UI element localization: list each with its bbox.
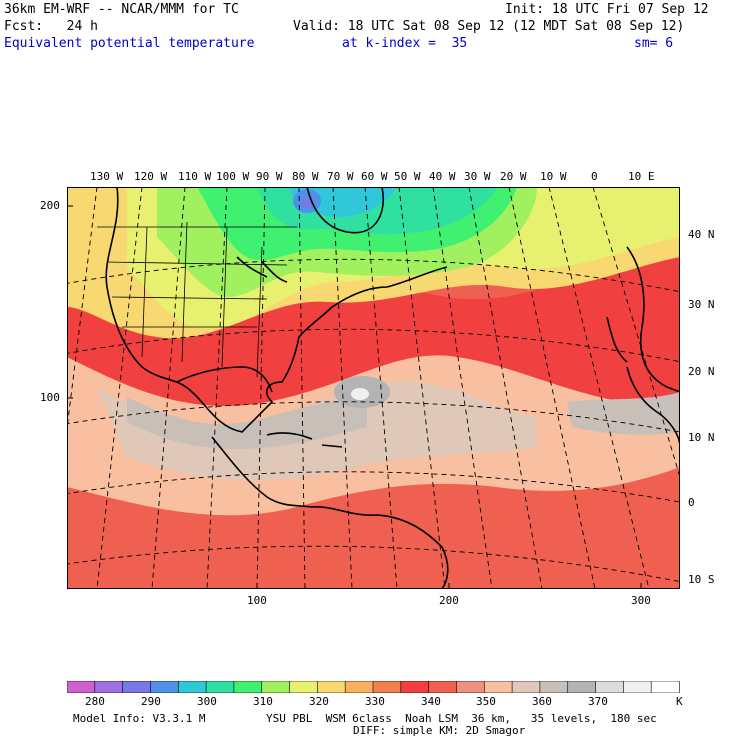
colorbar-swatch — [67, 681, 96, 693]
lon-label: 60 W — [361, 170, 388, 183]
map-frame — [67, 187, 680, 589]
colorbar-swatch — [483, 681, 513, 693]
lon-label: 100 W — [216, 170, 250, 183]
colorbar-swatch — [623, 681, 652, 693]
model-title: 36km EM-WRF -- NCAR/MMM for TC — [4, 2, 239, 17]
forecast-hour: Fcst: 24 h — [4, 19, 98, 34]
colorbar-label: 350 — [476, 695, 496, 708]
grid-label-bottom: 300 — [631, 594, 651, 607]
frame-ticks — [67, 205, 642, 589]
colorbar-label: 330 — [365, 695, 385, 708]
colorbar-swatch — [344, 681, 374, 693]
grid-label-left: 100 — [40, 391, 60, 404]
colorbar-swatch — [650, 681, 680, 693]
valid-time: Valid: 18 UTC Sat 08 Sep 12 (12 MDT Sat … — [293, 19, 685, 34]
grid-label-left: 200 — [40, 199, 60, 212]
lon-label: 110 W — [178, 170, 212, 183]
colorbar-swatch — [595, 681, 624, 693]
grid-label-bottom: 100 — [247, 594, 267, 607]
colorbar-swatch — [567, 681, 597, 693]
colorbar-swatch — [372, 681, 402, 693]
lat-label: 10 S — [688, 573, 715, 586]
lon-label: 0 — [591, 170, 598, 183]
lat-label: 20 N — [688, 365, 715, 378]
theta-e-map — [67, 187, 680, 589]
colorbar-label: 300 — [197, 695, 217, 708]
colorbar-swatch — [122, 681, 152, 693]
colorbar-label: 310 — [253, 695, 273, 708]
lon-label: 120 W — [134, 170, 168, 183]
lon-label: 90 W — [256, 170, 283, 183]
colorbar-swatch — [94, 681, 124, 693]
colorbar — [67, 681, 680, 693]
colorbar-swatch — [428, 681, 458, 693]
field-purple-core — [301, 198, 313, 208]
colorbar-label: 360 — [532, 695, 552, 708]
grid-label-bottom: 200 — [439, 594, 459, 607]
colorbar-swatch — [400, 681, 430, 693]
smoothing-info: sm= 6 — [634, 36, 674, 51]
colorbar-swatch — [289, 681, 318, 693]
colorbar-label: 340 — [421, 695, 441, 708]
init-time: Init: 18 UTC Fri 07 Sep 12 — [505, 2, 709, 17]
colorbar-swatch — [150, 681, 179, 693]
physics-info: YSU PBL WSM 6class Noah LSM 36 km, 35 le… — [266, 712, 657, 725]
colorbar-swatch — [205, 681, 235, 693]
lon-label: 30 W — [464, 170, 491, 183]
model-info: Model Info: V3.3.1 M — [73, 712, 206, 725]
graticule — [67, 187, 680, 589]
field-name: Equivalent potential temperature — [4, 36, 255, 51]
lon-label: 80 W — [292, 170, 319, 183]
political-borders — [97, 221, 297, 378]
colorbar-swatch — [539, 681, 569, 693]
lat-label: 30 N — [688, 298, 715, 311]
field-white-core — [351, 388, 369, 400]
lat-label: 10 N — [688, 431, 715, 444]
lon-label: 10 W — [540, 170, 567, 183]
colorbar-swatch — [511, 681, 541, 693]
colorbar-swatch — [177, 681, 207, 693]
colorbar-swatch — [233, 681, 263, 693]
lat-label: 0 — [688, 496, 695, 509]
lat-label: 40 N — [688, 228, 715, 241]
lon-label: 10 E — [628, 170, 655, 183]
field-band-grey — [127, 397, 367, 449]
colorbar-swatch — [317, 681, 346, 693]
lon-label: 20 W — [500, 170, 527, 183]
lon-label: 40 W — [429, 170, 456, 183]
colorbar-label: 280 — [85, 695, 105, 708]
colorbar-swatch — [456, 681, 485, 693]
colorbar-swatch — [261, 681, 291, 693]
colorbar-label: 370 — [588, 695, 608, 708]
lon-label: 130 W — [90, 170, 124, 183]
field-east-grey — [567, 392, 680, 435]
colorbar-label: 320 — [309, 695, 329, 708]
lon-label: 70 W — [327, 170, 354, 183]
colorbar-label: 290 — [141, 695, 161, 708]
lon-label: 50 W — [394, 170, 421, 183]
diffusion-info: DIFF: simple KM: 2D Smagor — [353, 724, 526, 737]
colorbar-unit: K — [676, 695, 683, 708]
level-info: at k-index = 35 — [342, 36, 468, 51]
